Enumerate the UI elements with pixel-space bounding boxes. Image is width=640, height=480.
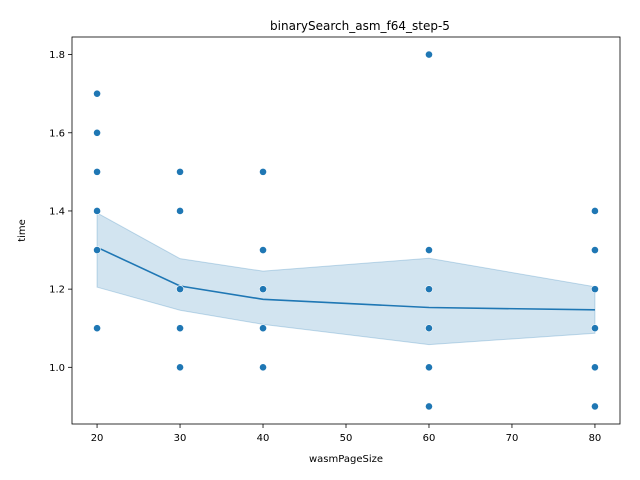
data-points-layer	[93, 50, 599, 411]
plot-frame	[71, 36, 621, 425]
x-tick-label: 40	[257, 433, 270, 444]
y-tick-label: 1.0	[49, 363, 65, 374]
mean-line	[96, 246, 595, 311]
y-tick-label: 1.4	[49, 206, 65, 217]
confidence-band	[96, 212, 596, 346]
data-point	[591, 363, 599, 372]
x-axis-label: wasmPageSize	[309, 454, 383, 465]
data-point	[425, 50, 433, 59]
y-axis-ticks: 1.0 1.2 1.4 1.6 1.8	[49, 50, 72, 374]
y-tick-label: 1.6	[49, 128, 65, 139]
data-point	[591, 285, 599, 294]
data-point	[176, 324, 184, 333]
data-point	[259, 167, 267, 176]
data-point	[259, 246, 267, 254]
data-point	[591, 402, 599, 411]
data-point	[93, 246, 101, 254]
y-axis-label: time	[17, 219, 28, 242]
data-point	[591, 246, 599, 254]
data-point	[176, 285, 184, 294]
data-point	[425, 246, 433, 254]
data-point	[259, 285, 267, 294]
data-point	[176, 207, 184, 215]
mean-line-layer	[96, 246, 595, 311]
x-axis-ticks: 20 30 40 50 60 70 80	[91, 424, 602, 444]
data-point	[93, 167, 101, 176]
data-point	[591, 324, 599, 333]
data-point	[591, 207, 599, 215]
y-tick-label: 1.8	[49, 50, 65, 61]
data-point	[93, 89, 101, 98]
data-point	[425, 363, 433, 372]
data-point	[176, 363, 184, 372]
data-point	[425, 324, 433, 333]
data-point	[259, 324, 267, 333]
data-point	[93, 128, 101, 137]
x-tick-label: 20	[91, 433, 104, 444]
x-tick-label: 80	[589, 433, 602, 444]
data-point	[93, 207, 101, 215]
data-point	[176, 167, 184, 176]
x-tick-label: 50	[340, 433, 353, 444]
confidence-band-layer	[96, 212, 596, 346]
x-tick-label: 70	[506, 433, 519, 444]
y-tick-label: 1.2	[49, 285, 65, 296]
data-point	[93, 324, 101, 333]
data-point	[425, 285, 433, 294]
chart-title: binarySearch_asm_f64_step-5	[270, 19, 450, 33]
x-tick-label: 30	[174, 433, 187, 444]
data-point	[425, 402, 433, 411]
x-tick-label: 60	[423, 433, 436, 444]
data-point	[259, 363, 267, 372]
